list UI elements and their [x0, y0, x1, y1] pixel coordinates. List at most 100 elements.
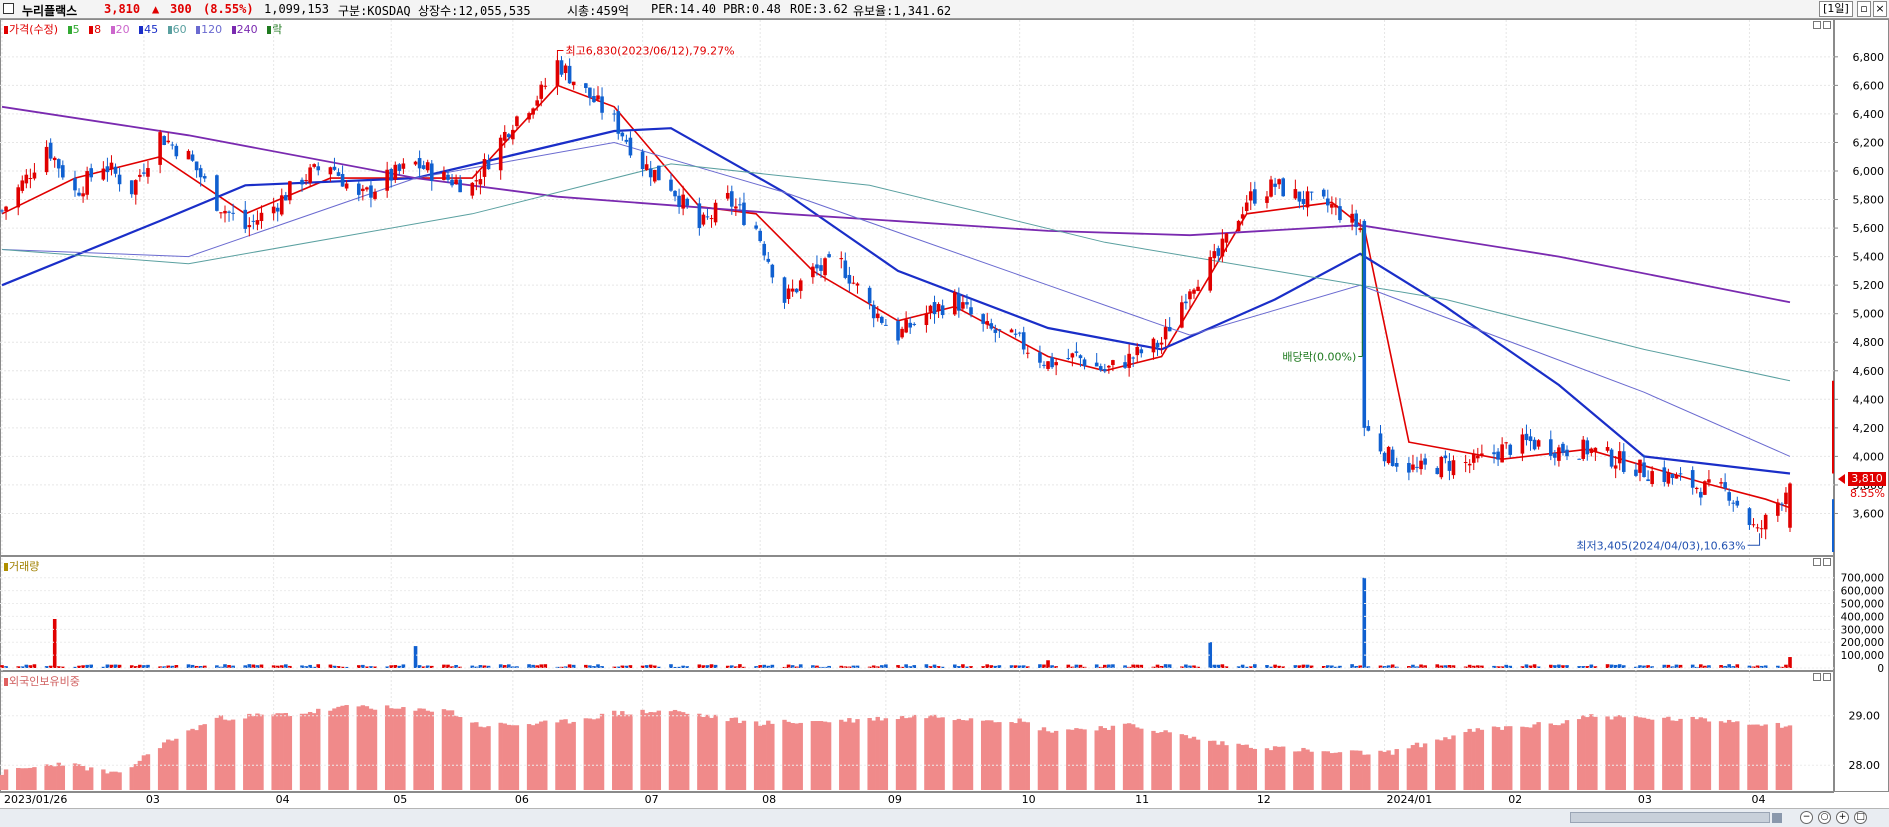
volume-bar	[734, 666, 738, 668]
period-button[interactable]: [1일]	[1819, 1, 1853, 17]
foreign-legend[interactable]: 외국인보유비중	[4, 673, 83, 689]
foreign-bar	[907, 717, 913, 790]
candle	[819, 265, 823, 271]
candle	[1524, 433, 1529, 441]
foreign-bar	[1309, 751, 1314, 790]
volume-bar	[1094, 664, 1099, 668]
volume-bar	[474, 666, 479, 668]
volume-bar	[1253, 664, 1257, 668]
candle	[389, 168, 394, 181]
volume-bar	[1699, 664, 1703, 668]
foreign-bar	[1617, 715, 1622, 790]
foreign-bar	[1293, 751, 1298, 790]
foreign-bar	[1552, 724, 1558, 790]
candle	[584, 83, 588, 89]
foreign-bar	[1759, 725, 1764, 790]
zoom-out-icon[interactable]: −	[1800, 811, 1813, 824]
foreign-bar	[1536, 722, 1541, 790]
volume-bar	[685, 666, 689, 668]
foreign-bar	[583, 718, 589, 790]
volume-bar	[243, 665, 248, 668]
price-legend: 가격(수정) 5 8 20 45 60 120 240 락	[4, 21, 288, 37]
foreign-bar	[757, 725, 763, 790]
foreign-bar	[328, 710, 333, 790]
candle	[442, 171, 446, 181]
volume-bar	[300, 665, 304, 668]
candle	[1054, 362, 1058, 366]
candle	[1447, 460, 1452, 471]
volume-bar	[563, 666, 568, 668]
foreign-bar	[368, 708, 374, 790]
panel-min-button[interactable]	[1813, 21, 1821, 29]
legend-ma45[interactable]: 45	[139, 23, 161, 36]
scroll-thumb[interactable]	[1570, 812, 1770, 823]
volume-bar	[1496, 666, 1500, 668]
foreign-bar	[794, 723, 799, 790]
legend-ex-dividend[interactable]: 락	[267, 23, 285, 36]
foreign-bar	[555, 722, 560, 790]
foreign-bar	[1390, 754, 1395, 790]
chart-scrollbar[interactable]: − ○ + □	[0, 808, 1889, 827]
volume-bar	[961, 664, 965, 668]
foreign-bar	[762, 724, 767, 790]
date-label: 08	[762, 793, 777, 806]
volume-bar	[162, 666, 166, 668]
legend-ma120[interactable]: 120	[196, 23, 225, 36]
volume-tick-label: 0	[1877, 663, 1884, 675]
foreign-close-button[interactable]	[1823, 673, 1831, 681]
volume-bar	[231, 665, 235, 668]
foreign-bar	[1735, 721, 1740, 790]
candle	[1184, 301, 1188, 304]
foreign-bar	[1078, 728, 1083, 790]
candle	[109, 162, 114, 170]
legend-price[interactable]: 가격(수정)	[4, 23, 61, 36]
foreign-bar	[1609, 719, 1614, 790]
legend-ma60[interactable]: 60	[167, 23, 190, 36]
volume-bar	[1074, 664, 1079, 668]
foreign-bar	[1195, 739, 1201, 790]
legend-ma8[interactable]: 8	[89, 23, 104, 36]
zoom-fit-icon[interactable]: □	[1854, 811, 1867, 824]
volume-close-button[interactable]	[1823, 558, 1831, 566]
volume-bar	[498, 664, 503, 668]
foreign-bar	[1037, 730, 1043, 790]
legend-ma20[interactable]: 20	[110, 23, 133, 36]
date-label: 09	[887, 793, 902, 806]
volume-value: 1,099,153	[264, 2, 330, 16]
legend-ma5[interactable]: 5	[67, 23, 83, 36]
foreign-bar	[1605, 716, 1610, 790]
restore-button[interactable]: ▫	[1857, 1, 1871, 17]
candle	[146, 168, 150, 177]
panel-close-button[interactable]	[1823, 21, 1831, 29]
scroll-right-icon[interactable]	[1772, 813, 1782, 823]
candle	[754, 225, 758, 229]
foreign-bar	[478, 726, 483, 790]
volume-legend[interactable]: 거래량	[4, 558, 42, 574]
volume-bar	[389, 665, 394, 668]
volume-bar	[628, 665, 633, 668]
volume-bar	[332, 665, 337, 668]
foreign-bar	[316, 708, 321, 790]
legend-ma240[interactable]: 240	[231, 23, 261, 36]
candle	[628, 137, 633, 156]
chart-canvas[interactable]: 3,6003,8004,0004,2004,4004,6004,8005,000…	[0, 0, 1889, 792]
volume-min-button[interactable]	[1813, 558, 1821, 566]
zoom-reset-icon[interactable]: ○	[1818, 811, 1831, 824]
candle	[875, 313, 880, 319]
candle	[1021, 332, 1026, 350]
foreign-bar	[810, 721, 816, 790]
foreign-bar	[640, 709, 645, 790]
candle	[1699, 491, 1703, 498]
foreign-bar	[161, 742, 167, 790]
foreign-bar	[474, 722, 479, 790]
foreign-min-button[interactable]	[1813, 673, 1821, 681]
panel-checkbox[interactable]	[3, 3, 14, 14]
zoom-in-icon[interactable]: +	[1836, 811, 1849, 824]
foreign-bar	[44, 764, 49, 790]
candle	[1107, 365, 1111, 368]
volume-bar	[1435, 664, 1440, 668]
close-button[interactable]: ×	[1873, 1, 1887, 17]
candle	[1435, 467, 1440, 475]
volume-bar	[1358, 665, 1363, 668]
candle	[336, 172, 341, 176]
